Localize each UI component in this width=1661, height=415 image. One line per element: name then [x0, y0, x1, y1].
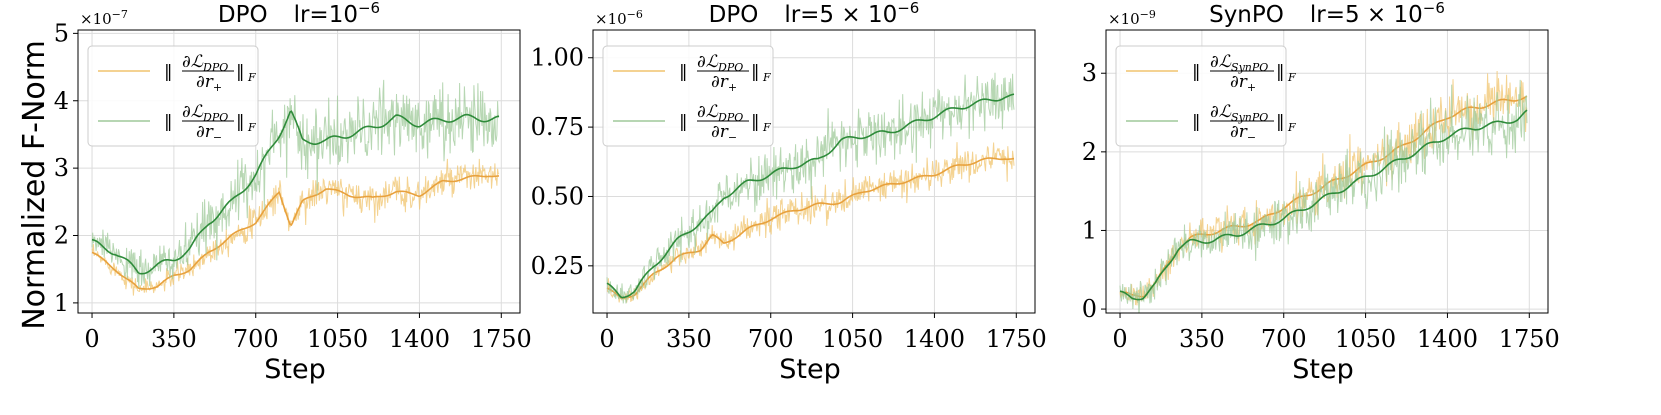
- x-tick-label: 700: [1261, 325, 1307, 353]
- legend-entry-plus: ‖ ∂ℒDPO∂r+‖ F: [613, 52, 771, 94]
- legend-norm-bars: ‖: [236, 112, 245, 132]
- x-tick-label: 1750: [471, 325, 532, 353]
- legend-subscript-f: F: [247, 71, 256, 84]
- legend-denominator: ∂r−: [1230, 122, 1256, 144]
- plot-area: [606, 72, 1015, 304]
- chart-panel-1: 0 350 700 1050 1400 1750 1 2 3 4 5 ×10−7 DPO lr=10−6 S…: [54, 0, 532, 385]
- legend-subscript-f: F: [762, 71, 771, 84]
- plot-area: [91, 79, 500, 296]
- legend-denominator: ∂r+: [1230, 72, 1256, 94]
- series-minus-smoothed-line: [606, 93, 1015, 299]
- axis-exponent-label: ×10−7: [80, 8, 128, 28]
- chart-title: SynPO lr=5 × 10−6: [1209, 0, 1445, 28]
- x-tick-label: 1400: [904, 325, 965, 353]
- legend: ‖ ∂ℒDPO∂r+‖ F‖ ∂ℒDPO∂r−‖ F: [87, 45, 259, 147]
- x-tick-label: 700: [233, 325, 279, 353]
- x-tick-label: 0: [599, 325, 614, 353]
- legend-norm-bars: ‖: [751, 112, 760, 132]
- x-tick-label: 1050: [1335, 325, 1396, 353]
- axis-exponent-label: ×10−6: [595, 8, 643, 28]
- legend-denominator: ∂r−: [196, 122, 222, 144]
- plot-area: [1119, 70, 1528, 313]
- series-plus-raw-line: [1119, 70, 1528, 306]
- plot-frame: [77, 29, 521, 314]
- y-tick-label: 2: [1082, 138, 1097, 166]
- y-tick-label: 0.75: [531, 113, 584, 141]
- y-tick-label: 5: [54, 19, 69, 47]
- y-tick-label: 3: [1082, 59, 1097, 87]
- legend-norm-bars: ‖: [1192, 112, 1201, 132]
- legend-norm-bars: ‖: [164, 62, 173, 82]
- plot-frame: [1105, 29, 1549, 314]
- legend-entry-minus: ‖ ∂ℒSynPO∂r−‖ F: [1126, 102, 1296, 144]
- series-plus-raw-line: [91, 158, 500, 296]
- chart-panel-2: 0 350 700 1050 1400 1750 0.25 0.50 0.75 1.00 ×10−6…: [531, 0, 1047, 385]
- legend-norm-bars: ‖: [1276, 62, 1285, 82]
- x-tick-label: 350: [1179, 325, 1225, 353]
- x-tick-label: 700: [748, 325, 794, 353]
- legend-subscript-f: F: [1287, 121, 1296, 134]
- series-minus-smoothed-line: [1119, 109, 1528, 301]
- legend-norm-bars: ‖: [1192, 62, 1201, 82]
- x-tick-label: 0: [1112, 325, 1127, 353]
- legend-box: [602, 45, 774, 147]
- series-plus-smoothed-line: [606, 157, 1015, 300]
- x-tick-label: 1400: [1417, 325, 1478, 353]
- y-tick-label: 3: [54, 154, 69, 182]
- legend-box: [87, 45, 259, 147]
- y-tick-label: 2: [54, 222, 69, 250]
- y-tick-label: 0.50: [531, 182, 584, 210]
- x-tick-label: 0: [84, 325, 99, 353]
- legend-entry-plus: ‖ ∂ℒSynPO∂r+‖ F: [1126, 52, 1296, 94]
- axis-exponent-label: ×10−9: [1108, 8, 1156, 28]
- legend-denominator: ∂r+: [711, 72, 737, 94]
- legend-entry-minus: ‖ ∂ℒDPO∂r−‖ F: [613, 102, 771, 144]
- legend-denominator: ∂r−: [711, 122, 737, 144]
- y-tick-label: 0: [1082, 295, 1097, 323]
- x-axis-label: Step: [264, 354, 325, 385]
- legend-norm-bars: ‖: [164, 112, 173, 132]
- y-tick-label: 0.25: [531, 252, 584, 280]
- chart-title: DPO lr=5 × 10−6: [709, 0, 920, 28]
- x-tick-label: 1750: [1499, 325, 1560, 353]
- x-tick-label: 1750: [986, 325, 1047, 353]
- legend-subscript-f: F: [1287, 71, 1296, 84]
- legend-norm-bars: ‖: [679, 112, 688, 132]
- legend-subscript-f: F: [247, 121, 256, 134]
- x-tick-label: 1400: [389, 325, 450, 353]
- legend-denominator: ∂r+: [196, 72, 222, 94]
- x-axis-label: Step: [1292, 354, 1353, 385]
- y-axis-label: Normalized F-Norm: [17, 40, 52, 330]
- x-tick-label: 350: [666, 325, 712, 353]
- x-tick-label: 1050: [822, 325, 883, 353]
- series-plus-smoothed-line: [91, 174, 500, 290]
- chart-panel-3: 0 350 700 1050 1400 1750 0 1 2 3 ×10−9 SynPO lr=5 × …: [1082, 0, 1560, 385]
- x-axis-label: Step: [779, 354, 840, 385]
- legend-norm-bars: ‖: [236, 62, 245, 82]
- x-tick-label: 1050: [307, 325, 368, 353]
- chart-title: DPO lr=10−6: [218, 0, 380, 28]
- legend-subscript-f: F: [762, 121, 771, 134]
- legend-norm-bars: ‖: [751, 62, 760, 82]
- legend-norm-bars: ‖: [1276, 112, 1285, 132]
- legend-entry-plus: ‖ ∂ℒDPO∂r+‖ F: [98, 52, 256, 94]
- series-minus-smoothed-line: [91, 110, 500, 275]
- legend: ‖ ∂ℒSynPO∂r+‖ F‖ ∂ℒSynPO∂r−‖ F: [1115, 45, 1296, 147]
- plot-frame: [592, 29, 1036, 314]
- y-tick-label: 1.00: [531, 44, 584, 72]
- y-tick-label: 1: [1082, 216, 1097, 244]
- legend: ‖ ∂ℒDPO∂r+‖ F‖ ∂ℒDPO∂r−‖ F: [602, 45, 774, 147]
- x-tick-label: 350: [151, 325, 197, 353]
- legend-entry-minus: ‖ ∂ℒDPO∂r−‖ F: [98, 102, 256, 144]
- y-tick-label: 1: [54, 289, 69, 317]
- y-tick-label: 4: [54, 87, 69, 115]
- legend-norm-bars: ‖: [679, 62, 688, 82]
- series-plus-raw-line: [606, 142, 1015, 303]
